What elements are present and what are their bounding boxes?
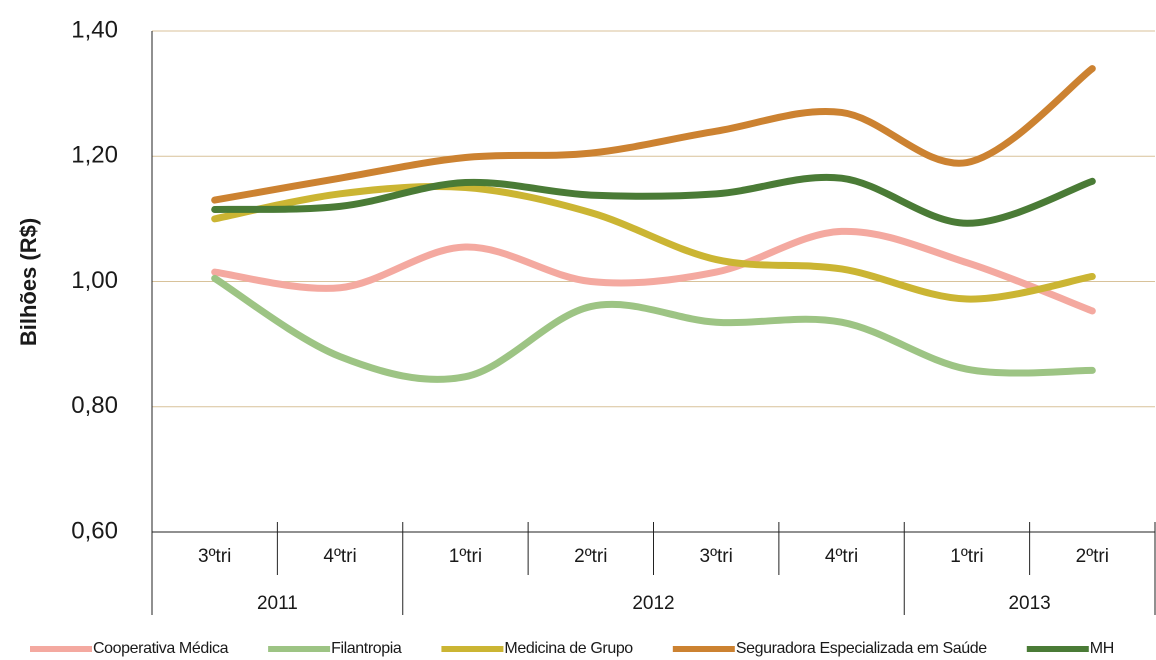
- series-line: [211, 274, 1096, 383]
- y-tick-label: 1,40: [71, 16, 118, 43]
- x-group-label: 2012: [632, 593, 674, 614]
- y-tick-label: 0,80: [71, 392, 118, 419]
- x-tick-label: 2ºtri: [574, 546, 607, 567]
- series-line: [211, 182, 1096, 303]
- series-line: [211, 65, 1096, 204]
- series-line: [211, 173, 1096, 227]
- x-tick-label: 3ºtri: [700, 546, 733, 567]
- x-tick-label: 3ºtri: [198, 546, 231, 567]
- y-axis-label: Bilhões (R$): [16, 218, 41, 346]
- legend-label: Medicina de Grupo: [504, 640, 633, 657]
- x-tick-label: 2ºtri: [1076, 546, 1109, 567]
- y-tick-label: 1,20: [71, 142, 118, 169]
- legend-label: Filantropia: [331, 640, 402, 657]
- x-group-label: 2013: [1008, 593, 1050, 614]
- series-line: [211, 227, 1096, 315]
- x-tick-label: 4ºtri: [825, 546, 858, 567]
- legend-label: Cooperativa Médica: [93, 640, 229, 657]
- y-tick-label: 0,60: [71, 517, 118, 544]
- x-tick-label: 1ºtri: [449, 546, 482, 567]
- x-tick-label: 1ºtri: [950, 546, 983, 567]
- y-tick-label: 1,00: [71, 267, 118, 294]
- x-group-label: 2011: [257, 593, 298, 614]
- legend-label: Seguradora Especializada em Saúde: [736, 640, 987, 657]
- legend-label: MH: [1090, 640, 1114, 657]
- x-tick-label: 4ºtri: [323, 546, 356, 567]
